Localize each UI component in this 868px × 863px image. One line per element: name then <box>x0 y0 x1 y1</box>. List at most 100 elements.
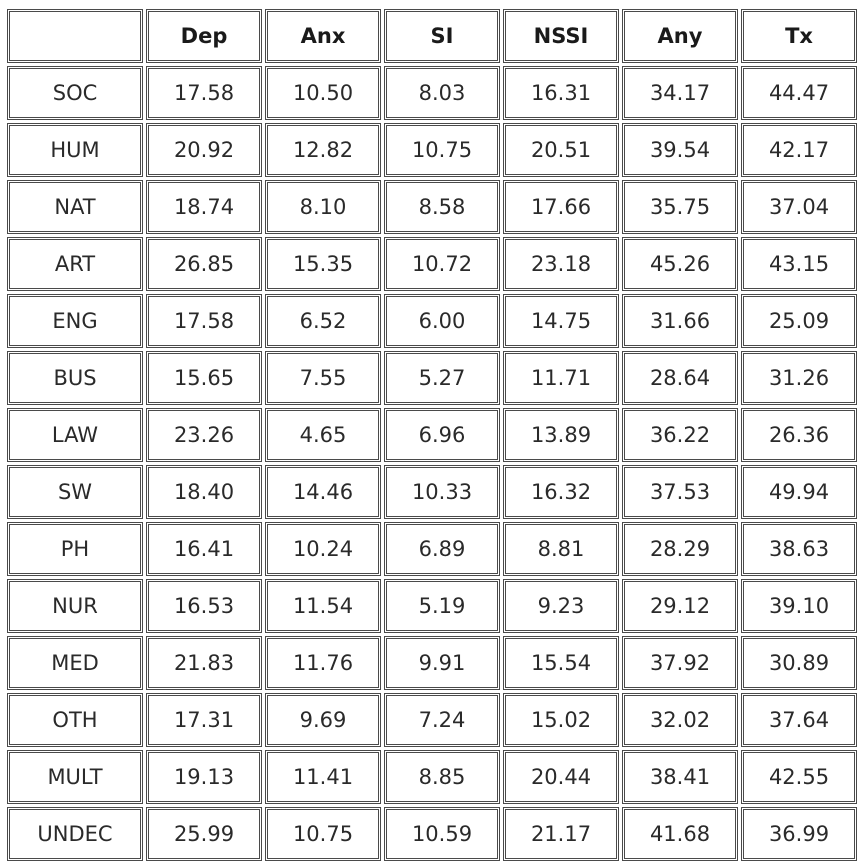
table-cell: 41.68 <box>622 807 738 861</box>
table-cell: 20.92 <box>146 123 262 177</box>
table-cell: 16.32 <box>503 465 619 519</box>
table-cell: 49.94 <box>741 465 857 519</box>
table-cell: 23.18 <box>503 237 619 291</box>
table-cell: 17.31 <box>146 693 262 747</box>
table-cell: 34.17 <box>622 66 738 120</box>
table-cell: 23.26 <box>146 408 262 462</box>
table-cell: 12.82 <box>265 123 381 177</box>
table-cell: 8.58 <box>384 180 500 234</box>
table-cell: 38.41 <box>622 750 738 804</box>
table-cell: 20.44 <box>503 750 619 804</box>
table-cell: 26.36 <box>741 408 857 462</box>
table-cell: 29.12 <box>622 579 738 633</box>
table-cell: 35.75 <box>622 180 738 234</box>
row-label: MULT <box>7 750 143 804</box>
table-cell: 42.17 <box>741 123 857 177</box>
table-cell: 15.54 <box>503 636 619 690</box>
table-cell: 20.51 <box>503 123 619 177</box>
table-cell: 25.09 <box>741 294 857 348</box>
column-header: Anx <box>265 9 381 63</box>
table-cell: 37.53 <box>622 465 738 519</box>
table-cell: 16.31 <box>503 66 619 120</box>
table-cell: 32.02 <box>622 693 738 747</box>
table-cell: 6.96 <box>384 408 500 462</box>
table-cell: 11.71 <box>503 351 619 405</box>
table-cell: 4.65 <box>265 408 381 462</box>
row-label: SOC <box>7 66 143 120</box>
column-header: SI <box>384 9 500 63</box>
row-label: NUR <box>7 579 143 633</box>
table-cell: 26.85 <box>146 237 262 291</box>
table-cell: 25.99 <box>146 807 262 861</box>
table-cell: 17.66 <box>503 180 619 234</box>
table-cell: 15.65 <box>146 351 262 405</box>
table-cell: 18.40 <box>146 465 262 519</box>
table-cell: 37.04 <box>741 180 857 234</box>
row-label: SW <box>7 465 143 519</box>
table-cell: 39.54 <box>622 123 738 177</box>
table-cell: 39.10 <box>741 579 857 633</box>
table-cell: 45.26 <box>622 237 738 291</box>
table-cell: 36.22 <box>622 408 738 462</box>
table-cell: 7.24 <box>384 693 500 747</box>
table-cell: 17.58 <box>146 66 262 120</box>
table-cell: 8.85 <box>384 750 500 804</box>
row-label: OTH <box>7 693 143 747</box>
header-corner-cell <box>7 9 143 63</box>
table-cell: 7.55 <box>265 351 381 405</box>
table-cell: 9.69 <box>265 693 381 747</box>
table-cell: 37.64 <box>741 693 857 747</box>
table-cell: 10.75 <box>265 807 381 861</box>
table-cell: 14.75 <box>503 294 619 348</box>
row-label: PH <box>7 522 143 576</box>
table-cell: 10.75 <box>384 123 500 177</box>
table-cell: 16.53 <box>146 579 262 633</box>
table-cell: 9.91 <box>384 636 500 690</box>
table-cell: 5.27 <box>384 351 500 405</box>
table-cell: 10.33 <box>384 465 500 519</box>
table-cell: 43.15 <box>741 237 857 291</box>
table-cell: 11.76 <box>265 636 381 690</box>
table-cell: 11.54 <box>265 579 381 633</box>
table-cell: 10.24 <box>265 522 381 576</box>
column-header: Dep <box>146 9 262 63</box>
table-cell: 8.10 <box>265 180 381 234</box>
table-cell: 31.66 <box>622 294 738 348</box>
table-cell: 21.17 <box>503 807 619 861</box>
row-label: HUM <box>7 123 143 177</box>
table-cell: 42.55 <box>741 750 857 804</box>
table-cell: 6.00 <box>384 294 500 348</box>
table-cell: 16.41 <box>146 522 262 576</box>
table-cell: 10.50 <box>265 66 381 120</box>
table-cell: 44.47 <box>741 66 857 120</box>
table-cell: 8.81 <box>503 522 619 576</box>
table-cell: 36.99 <box>741 807 857 861</box>
row-label: BUS <box>7 351 143 405</box>
table-cell: 30.89 <box>741 636 857 690</box>
data-table: Dep Anx SI NSSI Any Tx SOC 17.58 10.50 8.03 16.31 3… <box>7 8 863 863</box>
table-cell: 6.89 <box>384 522 500 576</box>
table-cell: 15.02 <box>503 693 619 747</box>
table-cell: 6.52 <box>265 294 381 348</box>
row-label: LAW <box>7 408 143 462</box>
column-header: NSSI <box>503 9 619 63</box>
table-cell: 9.23 <box>503 579 619 633</box>
table-cell: 14.46 <box>265 465 381 519</box>
table-cell: 13.89 <box>503 408 619 462</box>
table-cell: 10.59 <box>384 807 500 861</box>
table-cell: 18.74 <box>146 180 262 234</box>
row-label: ART <box>7 237 143 291</box>
table-cell: 5.19 <box>384 579 500 633</box>
column-header: Tx <box>741 9 857 63</box>
table-cell: 38.63 <box>741 522 857 576</box>
table-cell: 17.58 <box>146 294 262 348</box>
table-cell: 19.13 <box>146 750 262 804</box>
table-cell: 28.64 <box>622 351 738 405</box>
row-label: NAT <box>7 180 143 234</box>
table-cell: 37.92 <box>622 636 738 690</box>
row-label: MED <box>7 636 143 690</box>
table-cell: 10.72 <box>384 237 500 291</box>
table-cell: 15.35 <box>265 237 381 291</box>
table-cell: 8.03 <box>384 66 500 120</box>
table-cell: 11.41 <box>265 750 381 804</box>
